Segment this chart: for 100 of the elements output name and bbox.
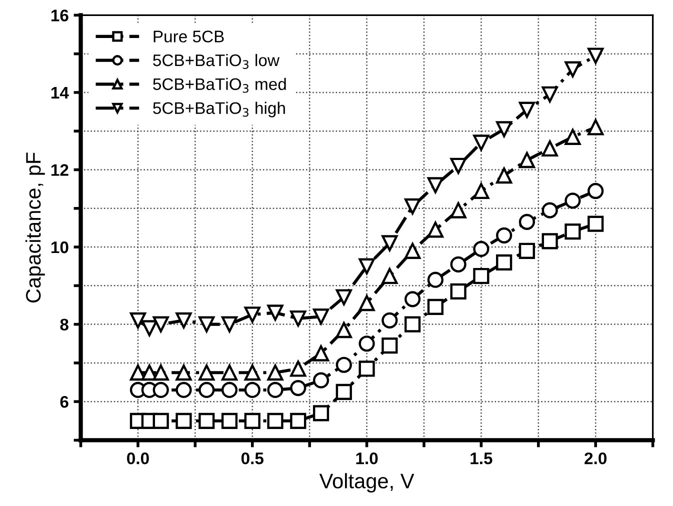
point: [473, 268, 490, 284]
point: [588, 216, 604, 232]
point: [518, 102, 536, 118]
point: [198, 412, 215, 429]
point: [450, 158, 466, 174]
point: [267, 382, 284, 398]
x-tick-label: 1.0: [356, 452, 378, 464]
point: [358, 360, 375, 377]
point: [290, 360, 306, 377]
point: [267, 364, 284, 381]
point: [518, 214, 536, 230]
point: [564, 192, 581, 209]
point: [473, 240, 490, 258]
legend-label: 5CB+BaTiO$_{3}$ high: [153, 102, 285, 118]
point: [496, 254, 512, 271]
point: [152, 412, 169, 429]
point: [267, 304, 284, 321]
point: [564, 61, 581, 78]
x-tick-label: 0.5: [241, 452, 264, 464]
point: [564, 224, 581, 240]
point: [427, 298, 444, 315]
point: [221, 382, 238, 398]
point: [542, 202, 558, 218]
point: [382, 268, 398, 284]
point: [130, 312, 146, 328]
point: [244, 412, 260, 429]
y-tick-label: 8: [60, 318, 68, 331]
point: [450, 256, 466, 272]
point: [336, 384, 352, 400]
point: [588, 48, 604, 64]
point: [518, 242, 536, 259]
y-tick-label: 6: [60, 396, 68, 408]
point: [358, 336, 375, 352]
point: [427, 177, 444, 194]
point: [290, 380, 306, 396]
y-tick-label: 14: [51, 87, 69, 98]
point: [152, 382, 169, 398]
point: [176, 312, 192, 328]
point: [290, 310, 306, 327]
point: [496, 227, 512, 244]
point: [198, 316, 215, 332]
point: [152, 316, 169, 332]
legend-label: 5CB+BaTiO$_{3}$ low: [153, 54, 280, 69]
point: [404, 291, 421, 308]
point: [404, 198, 421, 215]
point: [382, 337, 398, 354]
point: [198, 382, 215, 398]
point: [358, 258, 375, 274]
point: [336, 356, 352, 373]
x-tick-label: 2.0: [584, 452, 607, 464]
point: [312, 405, 330, 422]
point: [450, 202, 466, 218]
legend-label: 5CB+BaTiO$_{3}$ med: [153, 78, 286, 93]
point: [473, 182, 490, 200]
point: [176, 412, 192, 429]
point: [427, 222, 444, 238]
legend-label: Pure 5CB: [154, 30, 224, 42]
x-axis-title: Voltage, V: [319, 473, 414, 493]
point: [244, 364, 260, 381]
point: [176, 382, 192, 398]
x-tick-label: 0.0: [127, 452, 149, 464]
point: [312, 372, 330, 388]
point: [336, 289, 352, 306]
point: [221, 316, 238, 332]
point: [152, 364, 169, 381]
point: [496, 167, 512, 184]
y-tick-label: 12: [51, 164, 68, 176]
point: [564, 128, 581, 145]
point: [221, 412, 238, 429]
point: [336, 322, 352, 338]
point: [588, 182, 604, 200]
point: [382, 312, 398, 328]
point: [542, 233, 558, 250]
point: [312, 308, 330, 325]
point: [141, 320, 158, 336]
point: [450, 283, 466, 300]
point: [473, 134, 490, 151]
point: [518, 152, 536, 168]
point: [267, 412, 284, 429]
point: [221, 364, 238, 381]
point: [496, 121, 512, 138]
point: [382, 235, 398, 252]
point: [198, 364, 215, 381]
x-tick-label: 1.5: [470, 452, 492, 464]
point: [542, 86, 558, 102]
point: [358, 294, 375, 312]
y-tick-label: 16: [51, 10, 68, 22]
point: [130, 364, 146, 381]
point: [404, 316, 421, 332]
point: [176, 364, 192, 381]
point: [244, 306, 260, 323]
point: [404, 242, 421, 259]
point: [542, 140, 558, 157]
point: [244, 382, 260, 398]
point: [588, 119, 604, 136]
point: [427, 272, 444, 288]
y-tick-label: 10: [51, 241, 68, 254]
y-axis-title: Capacitance, pF: [25, 152, 45, 302]
point: [312, 345, 330, 362]
point: [290, 412, 306, 429]
